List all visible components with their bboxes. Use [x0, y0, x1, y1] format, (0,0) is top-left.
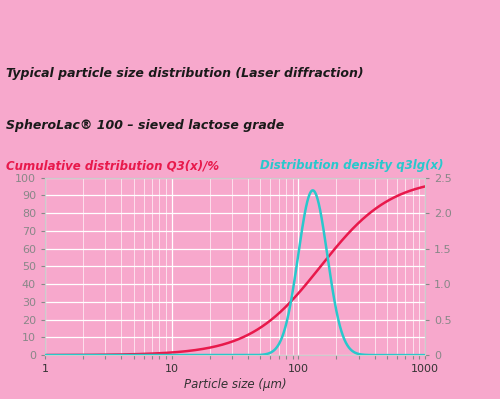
Text: SpheroLac® 100 – sieved lactose grade: SpheroLac® 100 – sieved lactose grade	[6, 119, 284, 132]
Text: Distribution density q3lg(x): Distribution density q3lg(x)	[260, 159, 444, 172]
Text: Typical particle size distribution (Laser diffraction): Typical particle size distribution (Lase…	[6, 67, 364, 80]
X-axis label: Particle size (µm): Particle size (µm)	[184, 378, 286, 391]
Text: Cumulative distribution Q3(x)/%: Cumulative distribution Q3(x)/%	[6, 159, 219, 172]
